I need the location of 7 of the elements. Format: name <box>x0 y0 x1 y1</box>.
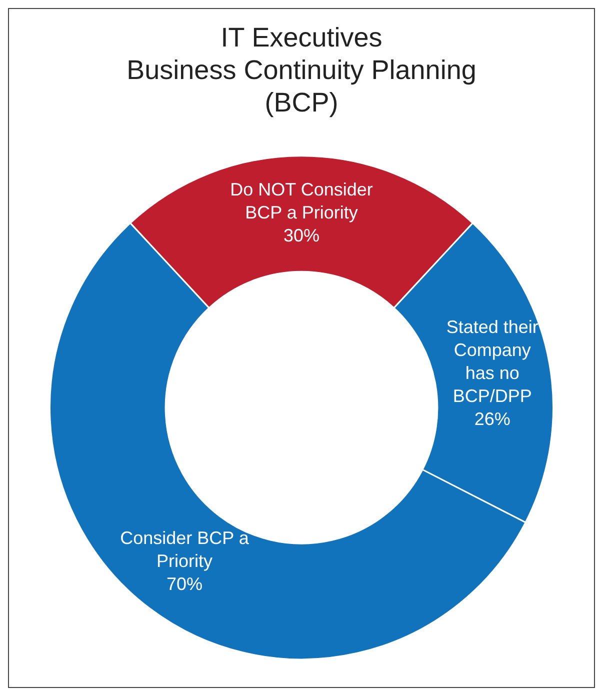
slice-label: Consider BCP a Priority <box>120 528 250 572</box>
chart-title: IT Executives Business Continuity Planning (BCP) <box>126 22 476 118</box>
data-label: 70% <box>166 574 202 594</box>
data-label: 26% <box>474 408 510 429</box>
slice-label: Do NOT Consider BCP a Priority <box>230 180 373 223</box>
data-label: 30% <box>283 226 320 246</box>
slice-label: Stated their Company has no BCP/DPP <box>446 316 538 406</box>
